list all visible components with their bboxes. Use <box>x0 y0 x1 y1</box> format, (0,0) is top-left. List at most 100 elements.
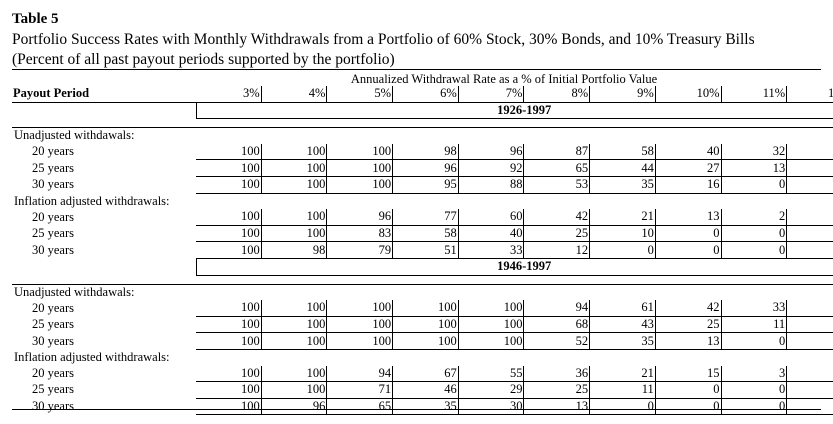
value-cell: 13 <box>655 332 722 350</box>
row-label: 30 years <box>32 398 74 413</box>
rate-header: 4% <box>261 86 328 103</box>
value-cell: 100 <box>261 381 328 399</box>
value-cell: 100 <box>196 225 262 243</box>
row-label: 25 years <box>32 226 74 241</box>
value-cell: 100 <box>261 316 328 334</box>
value-cell: 13 <box>655 209 722 226</box>
value-cell: 100 <box>261 365 328 383</box>
value-cell: 0 <box>655 225 722 243</box>
value-cell: 0 <box>786 332 833 350</box>
table-row: 20 years10010094675536211530 <box>12 365 833 383</box>
value-cell: 100 <box>326 316 394 334</box>
value-cell: 94 <box>523 300 591 317</box>
period-label: 1926-1997 <box>195 101 833 120</box>
value-cell: 0 <box>786 225 833 243</box>
value-cell: 11 <box>721 316 788 334</box>
value-cell: 30 <box>458 398 525 416</box>
value-cell: 35 <box>589 176 656 194</box>
section-title-row: Inflation adjusted withdrawals: <box>12 193 833 209</box>
value-cell: 100 <box>261 225 328 243</box>
value-cell: 0 <box>655 241 722 259</box>
value-cell: 100 <box>196 143 262 161</box>
value-cell: 0 <box>786 316 833 334</box>
value-cell: 100 <box>261 159 328 177</box>
value-cell: 16 <box>655 176 722 194</box>
value-cell: 100 <box>196 176 262 194</box>
table-subtitle: Portfolio Success Rates with Monthly Wit… <box>12 31 755 48</box>
value-cell: 77 <box>392 209 459 226</box>
value-cell: 100 <box>326 159 394 177</box>
value-cell: 92 <box>458 159 525 177</box>
value-cell: 0 <box>721 398 788 416</box>
table-row: 30 years100100100958853351600 <box>12 176 833 194</box>
value-cell: 33 <box>458 241 525 259</box>
table-title: Table 5 <box>12 11 59 27</box>
value-cell: 100 <box>458 332 525 350</box>
value-cell: 65 <box>326 398 394 416</box>
value-cell: 100 <box>261 143 328 161</box>
payout-period-header: Payout Period <box>12 86 196 103</box>
table-row: 25 years1001007146292511000 <box>12 381 833 399</box>
value-cell: 21 <box>589 365 656 383</box>
value-cell: 71 <box>326 381 394 399</box>
value-cell: 58 <box>589 143 656 161</box>
table-row: 30 years10010010010010052351300 <box>12 332 833 350</box>
top-rule <box>12 69 821 70</box>
value-cell: 100 <box>196 365 262 383</box>
value-cell: 98 <box>392 143 459 161</box>
rate-header: 12% <box>786 86 833 103</box>
period-row: 1946-1997 <box>12 257 833 276</box>
value-cell: 3 <box>721 365 788 383</box>
value-cell: 11 <box>589 381 656 399</box>
table-row: 30 years10098795133120000 <box>12 241 833 259</box>
value-cell: 96 <box>458 143 525 161</box>
value-cell: 96 <box>392 159 459 177</box>
success-rate-table: Payout Period3%4%5%6%7%8%9%10%11%12%1926… <box>12 86 833 416</box>
row-label: 20 years <box>32 209 74 224</box>
rate-header: 6% <box>392 86 459 103</box>
section-title: Inflation adjusted withdrawals: <box>14 350 170 365</box>
table-row: 20 years10010010098968758403213 <box>12 143 833 161</box>
value-cell: 44 <box>589 159 656 177</box>
section-title-row: Unadjusted withdawals: <box>12 283 833 301</box>
value-cell: 65 <box>523 159 591 177</box>
value-cell: 0 <box>721 241 788 259</box>
row-label: 20 years <box>32 300 74 315</box>
table-row: 20 years1001001001001009461423315 <box>12 300 833 317</box>
value-cell: 21 <box>589 209 656 226</box>
value-cell: 0 <box>786 209 833 226</box>
value-cell: 15 <box>786 300 833 317</box>
value-cell: 40 <box>458 225 525 243</box>
row-label: 20 years <box>32 144 74 159</box>
value-cell: 96 <box>326 209 394 226</box>
section-title: Inflation adjusted withdrawals: <box>14 193 170 208</box>
bottom-rule <box>12 409 821 410</box>
row-label: 25 years <box>32 160 74 175</box>
value-cell: 100 <box>196 398 262 416</box>
table-row: 25 years100100100100100684325110 <box>12 316 833 334</box>
value-cell: 68 <box>523 316 591 334</box>
value-cell: 0 <box>721 332 788 350</box>
section-title: Unadjusted withdawals: <box>12 127 833 144</box>
section-title: Unadjusted withdawals: <box>12 283 833 301</box>
value-cell: 33 <box>721 300 788 317</box>
value-cell: 53 <box>523 176 591 194</box>
section-title-row: Inflation adjusted withdrawals: <box>12 349 833 365</box>
section-title-row: Unadjusted withdawals: <box>12 127 833 144</box>
value-cell: 0 <box>655 381 722 399</box>
value-cell: 58 <box>392 225 459 243</box>
value-cell: 100 <box>196 316 262 334</box>
rate-header: 9% <box>589 86 656 103</box>
value-cell: 60 <box>458 209 525 226</box>
table-row: 25 years1001008358402510000 <box>12 225 833 243</box>
value-cell: 25 <box>523 381 591 399</box>
value-cell: 100 <box>261 300 328 317</box>
value-cell: 100 <box>196 332 262 350</box>
value-cell: 40 <box>655 143 722 161</box>
row-label: 30 years <box>32 177 74 192</box>
table-row: 30 years10096653530130000 <box>12 398 833 416</box>
value-cell: 35 <box>589 332 656 350</box>
value-cell: 100 <box>392 300 459 317</box>
value-cell: 100 <box>261 332 328 350</box>
value-cell: 55 <box>458 365 525 383</box>
